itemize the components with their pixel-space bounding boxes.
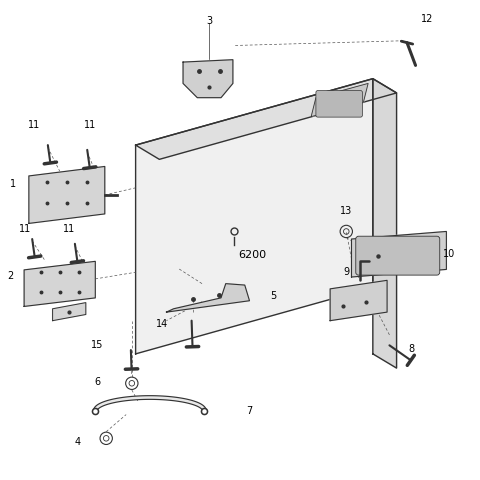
- Text: 8: 8: [408, 344, 415, 354]
- Text: 14: 14: [156, 320, 168, 329]
- Polygon shape: [136, 79, 373, 354]
- Polygon shape: [351, 231, 446, 277]
- Text: 9: 9: [343, 267, 349, 277]
- Text: 12: 12: [421, 14, 433, 24]
- Text: 2: 2: [7, 271, 13, 281]
- Text: 1: 1: [10, 179, 16, 189]
- Text: 15: 15: [91, 340, 103, 350]
- Text: 11: 11: [27, 120, 40, 130]
- Text: 5: 5: [270, 291, 276, 301]
- Text: 11: 11: [84, 120, 96, 130]
- Polygon shape: [330, 280, 387, 321]
- Text: 6200: 6200: [238, 250, 266, 260]
- FancyBboxPatch shape: [356, 236, 440, 275]
- Text: 10: 10: [443, 249, 455, 259]
- Polygon shape: [136, 79, 396, 159]
- Polygon shape: [311, 84, 368, 117]
- Polygon shape: [29, 167, 105, 223]
- Text: 7: 7: [246, 406, 252, 416]
- Text: 11: 11: [19, 224, 32, 234]
- Polygon shape: [167, 284, 250, 312]
- FancyBboxPatch shape: [316, 91, 362, 117]
- Text: 4: 4: [75, 437, 81, 447]
- Polygon shape: [24, 261, 96, 306]
- Polygon shape: [183, 60, 233, 97]
- Text: 11: 11: [63, 224, 75, 234]
- Text: 13: 13: [340, 205, 352, 216]
- Polygon shape: [53, 302, 86, 321]
- Text: 3: 3: [206, 16, 212, 26]
- Text: 6: 6: [95, 377, 101, 387]
- Polygon shape: [373, 79, 396, 368]
